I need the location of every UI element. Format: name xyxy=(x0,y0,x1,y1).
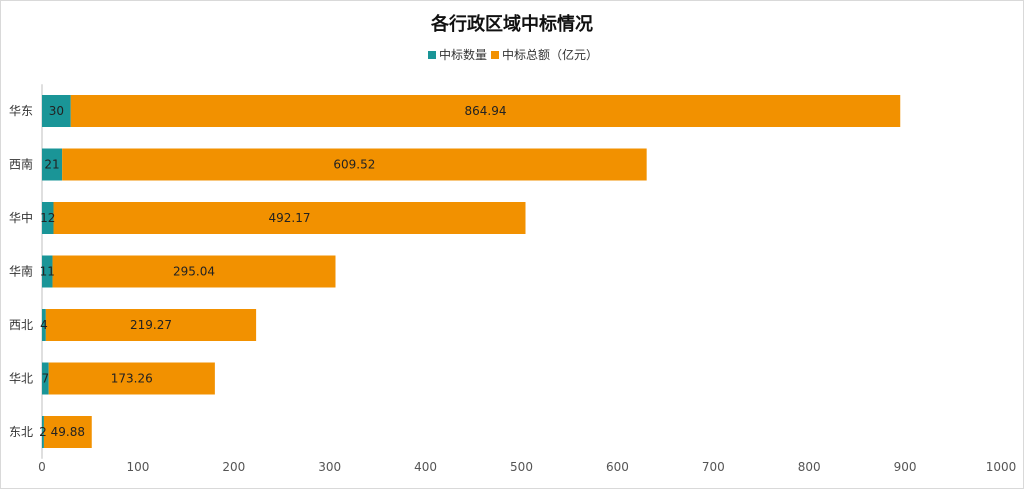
data-label-count: 4 xyxy=(40,318,48,332)
data-label-total: 492.17 xyxy=(269,211,311,225)
category-label: 华北 xyxy=(9,372,33,386)
data-label-total: 173.26 xyxy=(111,372,153,386)
bar-count xyxy=(42,309,46,341)
data-label-count: 12 xyxy=(40,211,55,225)
bar-total xyxy=(48,362,215,395)
data-label-count: 7 xyxy=(42,372,50,386)
category-label: 华中 xyxy=(9,210,33,225)
category-label: 西南 xyxy=(9,157,33,172)
bar-total xyxy=(45,309,257,341)
bar-total xyxy=(62,148,647,181)
data-label-count: 11 xyxy=(40,265,55,279)
bar-count xyxy=(42,255,53,288)
x-tick-label: 600 xyxy=(606,460,629,474)
bar-count xyxy=(42,416,44,448)
bar-total xyxy=(52,255,336,288)
category-label: 华南 xyxy=(9,264,33,279)
data-label-total: 219.27 xyxy=(130,318,172,332)
bar-total xyxy=(70,95,901,127)
bar-count xyxy=(42,362,49,395)
legend: 中标数量 中标总额（亿元） xyxy=(428,47,598,62)
legend-label: 中标总额（亿元） xyxy=(502,47,598,62)
x-tick-label: 500 xyxy=(510,460,533,474)
x-tick-label: 900 xyxy=(894,460,917,474)
bar-count xyxy=(42,148,63,181)
x-tick-label: 1000 xyxy=(986,460,1017,474)
x-tick-label: 300 xyxy=(318,460,341,474)
category-label: 西北 xyxy=(9,318,33,332)
data-label-total: 864.94 xyxy=(465,104,507,118)
chart-title: 各行政区域中标情况 xyxy=(430,13,593,35)
x-tick-label: 400 xyxy=(414,460,437,474)
legend-swatch xyxy=(428,51,436,59)
data-label-count: 2 xyxy=(39,425,47,439)
bar-count xyxy=(42,202,54,234)
legend-swatch xyxy=(491,51,499,59)
data-labels: 30 864.94 21 609.52 12 492.17 11 295.04 4 219.27 7… xyxy=(39,104,506,439)
x-tick-label: 700 xyxy=(702,460,725,474)
bar-total xyxy=(43,416,92,448)
data-label-count: 21 xyxy=(44,158,59,172)
data-label-total: 609.52 xyxy=(333,158,375,172)
data-label-total: 295.04 xyxy=(173,265,215,279)
legend-label: 中标数量 xyxy=(439,47,487,62)
category-label: 华东 xyxy=(9,104,33,118)
x-tick-label: 200 xyxy=(222,460,245,474)
data-label-count: 30 xyxy=(49,104,64,118)
data-label-total: 49.88 xyxy=(51,425,85,439)
x-tick-label: 0 xyxy=(38,460,46,474)
category-label: 东北 xyxy=(9,425,33,439)
bar-total xyxy=(53,202,526,234)
bars xyxy=(42,95,901,448)
x-tick-label: 800 xyxy=(798,460,821,474)
bar-count xyxy=(42,95,71,127)
x-tick-label: 100 xyxy=(126,460,149,474)
